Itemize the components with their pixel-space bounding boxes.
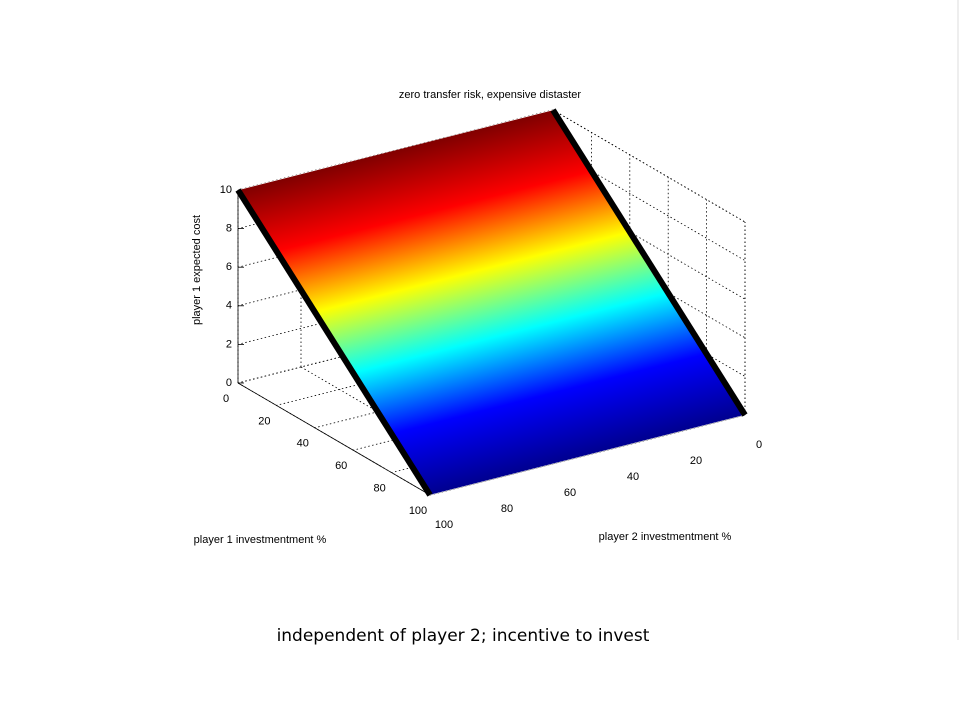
surface-edge xyxy=(235,188,433,497)
y-tick-label: 100 xyxy=(435,519,453,531)
x-tick-label: 60 xyxy=(335,460,347,472)
y-tick-label: 0 xyxy=(756,439,762,451)
x-tick-label: 80 xyxy=(373,483,385,495)
x-tick-label: 0 xyxy=(223,393,229,405)
x-axis-label: player 1 investmentment % xyxy=(194,534,327,546)
surface-edge xyxy=(550,108,748,417)
axis-line xyxy=(237,382,431,496)
z-tick-label: 6 xyxy=(226,261,232,273)
z-axis-label: player 1 expected cost xyxy=(191,215,203,325)
chart-title: zero transfer risk, expensive distaster xyxy=(399,89,582,101)
x-tick-label: 20 xyxy=(258,415,270,427)
y-axis-label: player 2 investmentment % xyxy=(599,531,732,543)
x-tick-label: 40 xyxy=(297,438,309,450)
y-tick-label: 80 xyxy=(501,503,513,515)
y-tick-label: 40 xyxy=(627,471,639,483)
z-tick-label: 4 xyxy=(226,300,232,312)
y-tick-label: 60 xyxy=(564,487,576,499)
z-tick-label: 8 xyxy=(226,223,232,235)
grid-line xyxy=(552,109,746,223)
caption: independent of player 2; incentive to in… xyxy=(277,626,650,646)
z-tick-label: 10 xyxy=(220,184,232,196)
x-tick-label: 100 xyxy=(409,505,427,517)
z-tick-label: 0 xyxy=(226,377,232,389)
z-tick-label: 2 xyxy=(226,338,232,350)
surface-cell xyxy=(237,109,746,496)
y-tick-label: 20 xyxy=(690,455,702,467)
